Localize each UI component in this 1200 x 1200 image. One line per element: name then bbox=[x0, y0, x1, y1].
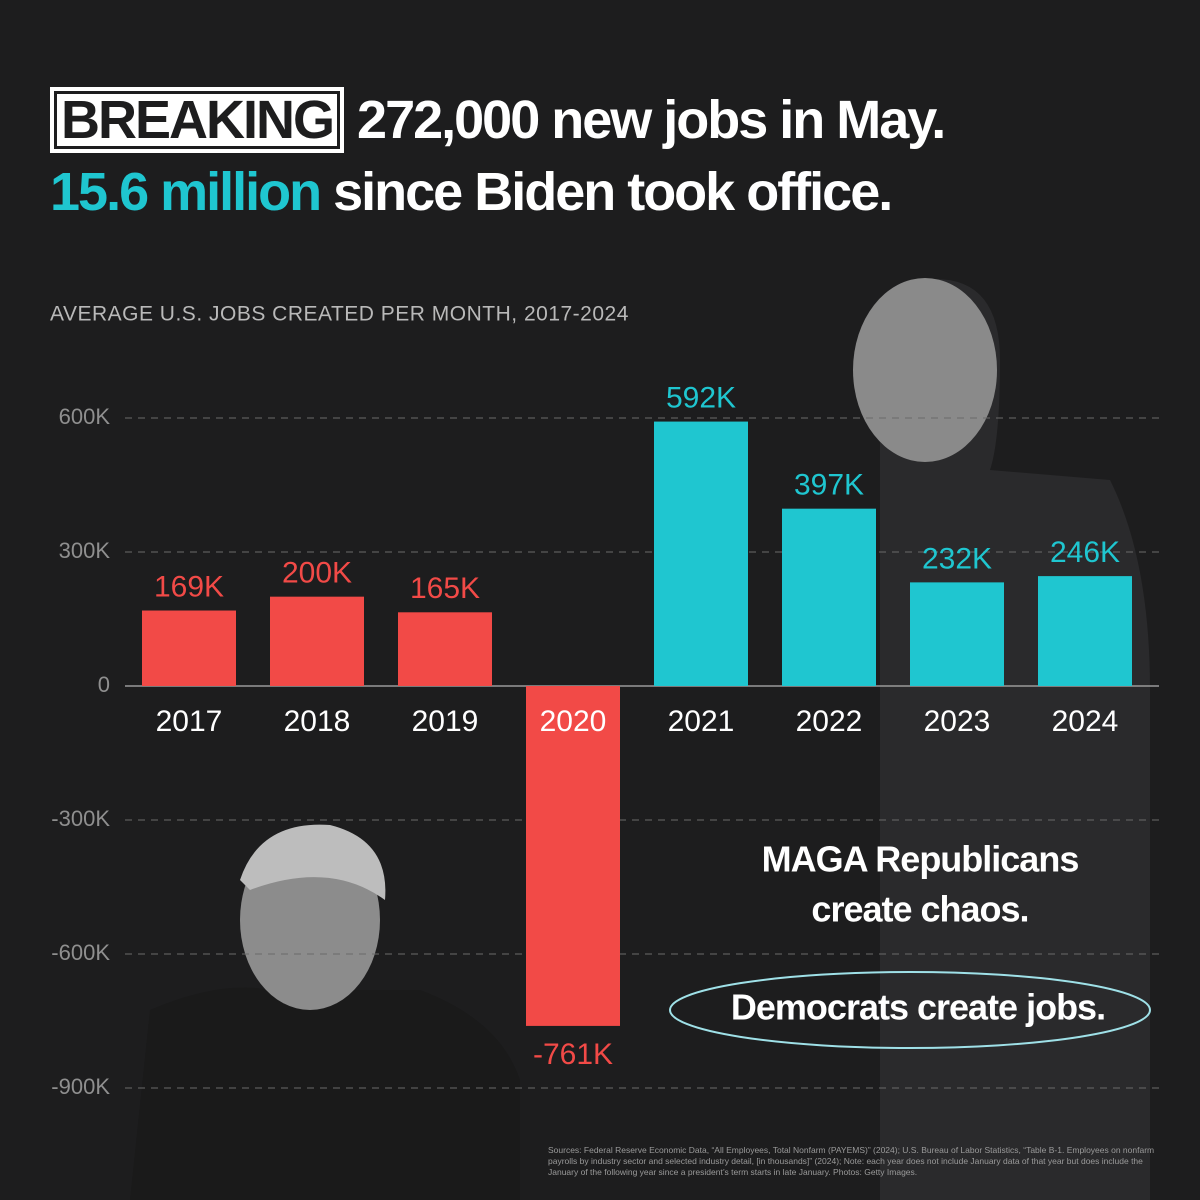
data-label: 397K bbox=[794, 469, 864, 502]
x-tick-label: 2023 bbox=[924, 705, 991, 738]
bar bbox=[270, 596, 364, 686]
annotation: MAGA Republicans bbox=[762, 839, 1079, 880]
x-tick-label: 2020 bbox=[540, 705, 607, 738]
bar bbox=[910, 582, 1004, 686]
y-tick-label: 0 bbox=[98, 672, 110, 697]
y-tick-label: -300K bbox=[51, 806, 110, 831]
x-tick-label: 2021 bbox=[668, 705, 735, 738]
y-tick-label: -900K bbox=[51, 1074, 110, 1099]
bar bbox=[654, 421, 748, 686]
axis: 600K 300K 0 -300K -600K -900K bbox=[51, 404, 1159, 1099]
bar bbox=[398, 612, 492, 686]
headline-text: 272,000 new jobs in May. bbox=[357, 90, 946, 150]
x-tick-label: 2022 bbox=[796, 705, 863, 738]
data-label: 169K bbox=[154, 570, 224, 603]
chart-title: AVERAGE U.S. JOBS CREATED PER MONTH, 201… bbox=[50, 303, 629, 326]
y-tick-label: -600K bbox=[51, 940, 110, 965]
x-tick-label: 2017 bbox=[156, 705, 223, 738]
data-label: 246K bbox=[1050, 536, 1120, 569]
annotation-circle bbox=[669, 971, 1151, 1049]
headline-line: 15.6 million since Biden took office. bbox=[50, 156, 944, 228]
x-tick-label: 2024 bbox=[1052, 705, 1119, 738]
annotation: Democrats create jobs. bbox=[731, 987, 1105, 1028]
data-label: 200K bbox=[282, 557, 352, 590]
y-tick-label: 600K bbox=[59, 404, 111, 429]
x-tick-label: 2018 bbox=[284, 705, 351, 738]
bar bbox=[782, 508, 876, 686]
bar bbox=[142, 610, 236, 686]
bar bbox=[526, 686, 620, 1026]
data-label: 232K bbox=[922, 542, 992, 575]
data-label: 165K bbox=[410, 572, 480, 605]
data-label: -761K bbox=[533, 1038, 613, 1071]
x-tick-label: 2019 bbox=[412, 705, 479, 738]
photo-biden bbox=[853, 278, 1150, 1200]
headline: BREAKING 272,000 new jobs in May. 15.6 m… bbox=[50, 84, 946, 228]
annotation: create chaos. bbox=[811, 889, 1028, 930]
data-label: 592K bbox=[666, 381, 736, 414]
headline-highlight: 15.6 million bbox=[50, 162, 322, 222]
headline-text: since Biden took office. bbox=[333, 162, 893, 222]
photo-trump bbox=[130, 824, 520, 1200]
headline-line: BREAKING 272,000 new jobs in May. bbox=[50, 84, 946, 156]
source-note: Sources: Federal Reserve Economic Data, … bbox=[548, 1145, 1155, 1177]
bar bbox=[1038, 576, 1132, 686]
y-tick-label: 300K bbox=[59, 538, 111, 563]
breaking-tag: BREAKING bbox=[50, 87, 345, 153]
